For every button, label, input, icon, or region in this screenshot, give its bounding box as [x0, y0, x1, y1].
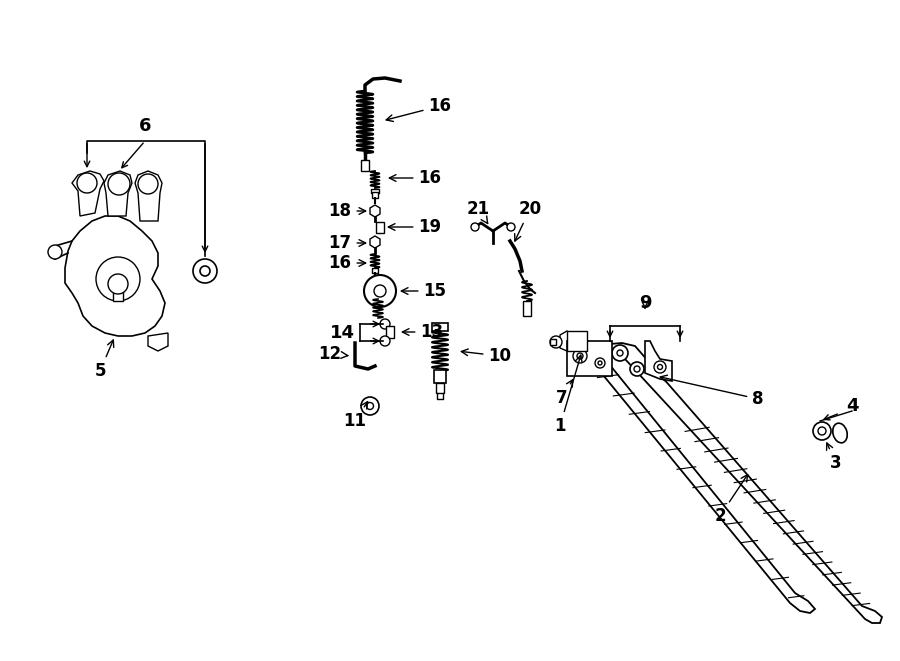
Bar	[550, 339, 556, 345]
Text: 5: 5	[94, 340, 113, 380]
Polygon shape	[65, 216, 165, 336]
Text: 4: 4	[846, 397, 859, 415]
Bar	[386, 326, 394, 338]
Circle shape	[577, 353, 583, 359]
Circle shape	[138, 174, 158, 194]
Circle shape	[598, 361, 602, 365]
Text: 10: 10	[462, 347, 511, 365]
Polygon shape	[645, 341, 672, 381]
Text: 9: 9	[639, 294, 652, 312]
Text: 8: 8	[661, 375, 764, 408]
Text: 2: 2	[715, 475, 748, 525]
Text: 19: 19	[388, 218, 442, 236]
Circle shape	[813, 422, 831, 440]
Bar	[113, 285, 123, 301]
Bar	[376, 222, 384, 233]
Circle shape	[617, 350, 623, 356]
Text: 11: 11	[344, 402, 367, 430]
Text: 3: 3	[826, 443, 842, 472]
Circle shape	[48, 245, 62, 259]
Bar	[567, 341, 612, 376]
Text: 17: 17	[328, 234, 365, 252]
Circle shape	[550, 336, 562, 348]
Circle shape	[380, 319, 390, 329]
Circle shape	[108, 173, 130, 195]
Polygon shape	[104, 171, 132, 216]
Bar	[436, 383, 444, 393]
Circle shape	[595, 358, 605, 368]
Text: 14: 14	[329, 324, 355, 342]
Text: 6: 6	[139, 117, 151, 135]
Circle shape	[366, 403, 373, 410]
Circle shape	[374, 285, 386, 297]
Polygon shape	[570, 339, 815, 613]
Circle shape	[507, 223, 515, 231]
Text: 7: 7	[556, 379, 572, 407]
Bar	[432, 323, 448, 331]
Polygon shape	[72, 171, 104, 216]
Text: 16: 16	[328, 254, 365, 272]
Text: 13: 13	[402, 323, 444, 341]
Bar	[372, 268, 378, 273]
Bar	[523, 301, 531, 316]
Text: 16: 16	[386, 97, 452, 122]
Circle shape	[573, 349, 587, 363]
Text: 18: 18	[328, 202, 365, 220]
Circle shape	[380, 336, 390, 346]
Circle shape	[658, 364, 662, 369]
Text: 21: 21	[466, 200, 490, 223]
Circle shape	[612, 345, 628, 361]
Polygon shape	[370, 236, 380, 248]
Polygon shape	[135, 171, 162, 221]
Bar	[434, 370, 446, 383]
Ellipse shape	[832, 423, 847, 443]
Circle shape	[361, 397, 379, 415]
Circle shape	[364, 275, 396, 307]
Circle shape	[634, 366, 640, 372]
Circle shape	[471, 223, 479, 231]
Polygon shape	[370, 205, 380, 217]
Text: 12: 12	[319, 345, 347, 363]
Text: 1: 1	[554, 355, 582, 435]
Circle shape	[654, 361, 666, 373]
Circle shape	[193, 259, 217, 283]
Circle shape	[108, 274, 128, 294]
Bar	[372, 192, 378, 198]
Circle shape	[77, 173, 97, 193]
Text: 20: 20	[515, 200, 542, 241]
Polygon shape	[608, 343, 882, 623]
Circle shape	[200, 266, 210, 276]
Text: 16: 16	[390, 169, 442, 187]
Polygon shape	[148, 333, 168, 351]
Bar	[361, 160, 369, 171]
Text: 15: 15	[401, 282, 446, 300]
Bar	[567, 331, 587, 351]
Circle shape	[630, 362, 644, 376]
Circle shape	[96, 257, 140, 301]
Circle shape	[818, 427, 826, 435]
